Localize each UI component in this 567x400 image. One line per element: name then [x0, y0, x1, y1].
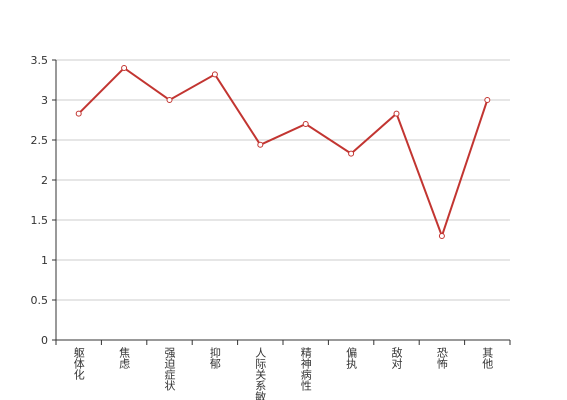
- point: [302, 121, 309, 127]
- x-tick-label: 抑郁: [208, 346, 221, 369]
- y-tick-label: 3: [41, 94, 48, 107]
- x-tick-label: 躯体化: [72, 347, 85, 381]
- point: [257, 141, 264, 148]
- x-tick-label: 焦虑: [118, 347, 131, 369]
- y-tick-label: 0.5: [31, 294, 49, 307]
- point: [211, 71, 218, 78]
- point: [121, 65, 128, 71]
- y-tick-label: 1.5: [31, 214, 49, 227]
- x-tick-label: 恐怖: [435, 347, 448, 369]
- y-tick-label: 2.5: [31, 134, 49, 147]
- y-tick-label: 2: [41, 174, 48, 187]
- point: [348, 150, 355, 157]
- x-tick-label: 人际关系敏感: [254, 347, 267, 400]
- y-tick-label: 1: [41, 254, 48, 267]
- y-tick-label: 3.5: [31, 54, 49, 67]
- y-tick-label: 0: [41, 334, 48, 347]
- point: [75, 110, 82, 117]
- point: [484, 97, 491, 103]
- point: [166, 97, 173, 103]
- x-tick-label: 其他: [481, 347, 494, 369]
- x-tick-label: 敌对: [390, 346, 403, 369]
- x-tick-label: 强迫症状: [163, 347, 176, 391]
- x-tick-label: 偏执: [345, 346, 358, 370]
- point: [438, 233, 445, 239]
- line: [77, 66, 489, 240]
- x-tick-label: 精神病性: [299, 347, 312, 392]
- point: [393, 110, 400, 117]
